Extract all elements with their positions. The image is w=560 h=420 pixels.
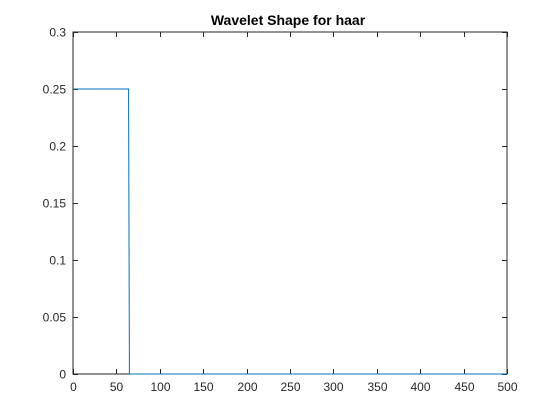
y-tick-label: 0.15 [43, 197, 67, 211]
x-tick-label: 200 [237, 380, 257, 394]
y-tick-label: 0 [59, 368, 66, 382]
y-tick-label: 0.25 [43, 83, 67, 97]
x-tick-label: 500 [497, 380, 517, 394]
y-tick-label: 0.05 [43, 311, 67, 325]
chart-title: Wavelet Shape for haar [211, 12, 366, 28]
x-tick-label: 0 [70, 380, 77, 394]
y-tick-label: 0.2 [49, 140, 66, 154]
y-tick-label: 0.3 [49, 26, 66, 40]
x-tick-label: 350 [367, 380, 387, 394]
x-tick-label: 100 [150, 380, 170, 394]
x-tick-label: 250 [280, 380, 300, 394]
plot-area [72, 31, 508, 375]
series-line [73, 88, 507, 375]
y-tick-label: 0.1 [49, 254, 66, 268]
x-tick-label: 400 [410, 380, 430, 394]
y-axis: 0 0.05 0.1 0.15 0.2 0.25 0.3 [43, 26, 507, 382]
series-layer [73, 88, 507, 375]
x-axis: 0 50 100 150 200 250 300 350 400 450 500 [70, 32, 518, 394]
x-tick-label: 150 [193, 380, 213, 394]
x-tick-label: 300 [323, 380, 343, 394]
x-tick-label: 450 [454, 380, 474, 394]
x-tick-label: 50 [110, 380, 124, 394]
